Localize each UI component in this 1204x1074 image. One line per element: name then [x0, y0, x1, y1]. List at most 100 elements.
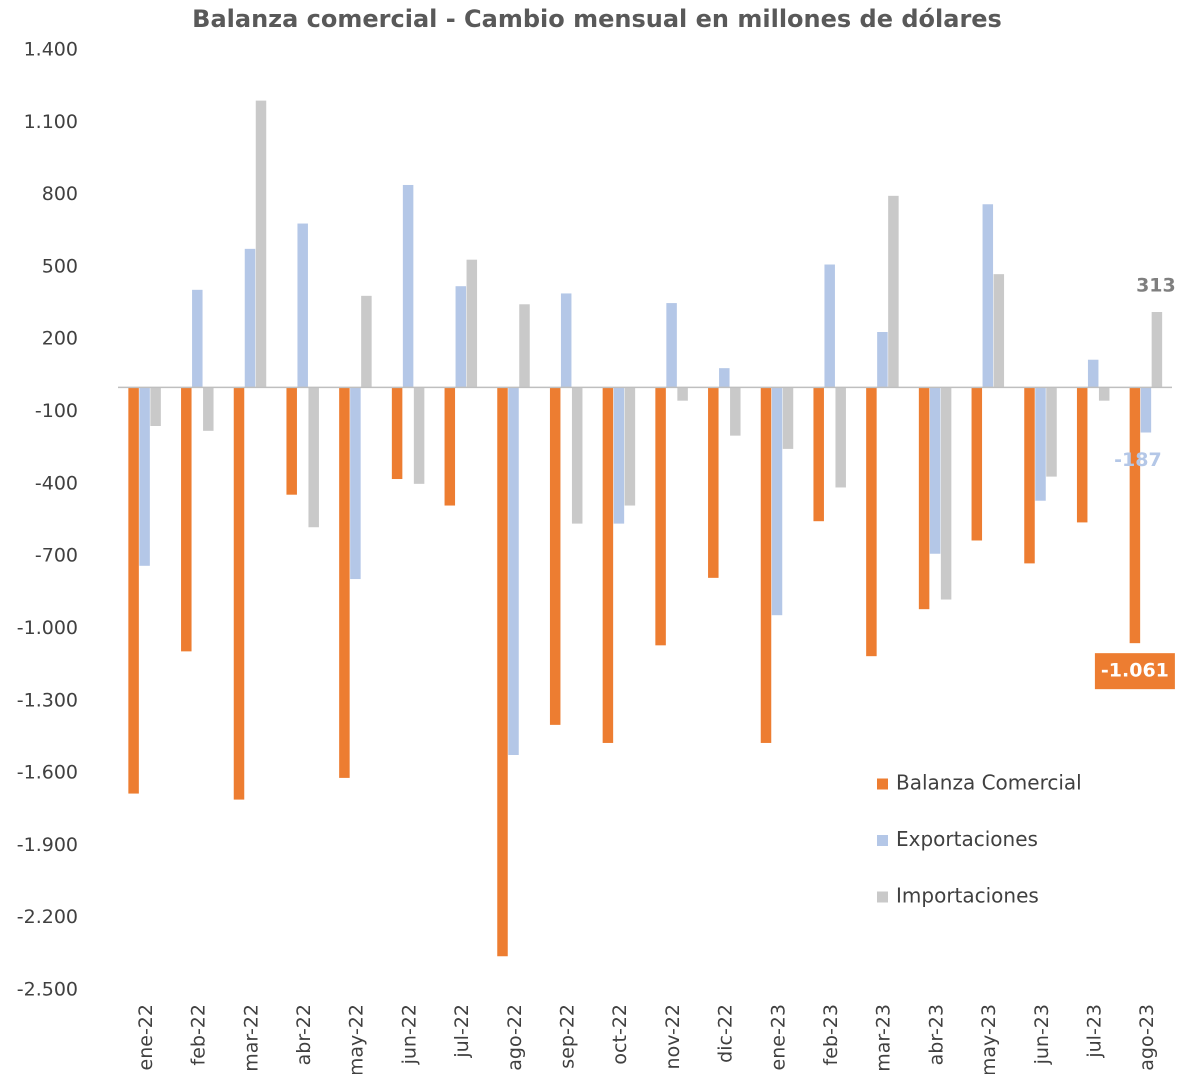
- legend-label: Importaciones: [896, 884, 1039, 908]
- legend-swatch: [877, 835, 888, 846]
- y-tick-label: 500: [42, 255, 78, 277]
- y-tick-label: -1.300: [17, 689, 78, 711]
- x-tick-label: jun-22: [398, 1004, 420, 1065]
- y-tick-label: -2.500: [17, 979, 78, 1001]
- bar: [730, 387, 741, 436]
- bar: [497, 387, 508, 957]
- x-tick-label: sep-22: [556, 1004, 578, 1069]
- data-label: 313: [1136, 274, 1176, 296]
- bar: [613, 387, 625, 524]
- legend-swatch: [877, 891, 888, 903]
- x-tick-label: ene-23: [767, 1004, 789, 1070]
- y-tick-label: -1.900: [17, 834, 78, 856]
- bar: [466, 259, 478, 388]
- data-label: -187: [1114, 449, 1162, 471]
- bar: [677, 387, 688, 401]
- x-tick-label: jul-23: [1083, 1004, 1105, 1059]
- y-tick-label: 800: [42, 183, 78, 205]
- bar: [1024, 387, 1035, 564]
- bar: [139, 387, 150, 566]
- bar: [824, 264, 835, 388]
- y-tick-label: -2.200: [17, 906, 78, 928]
- bar: [297, 223, 308, 388]
- data-label-box: [1094, 653, 1175, 690]
- bar: [888, 195, 899, 388]
- bar: [1129, 387, 1141, 644]
- bar: [361, 295, 372, 388]
- y-tick-label: 1.400: [24, 39, 78, 61]
- legend-label: Balanza Comercial: [896, 771, 1082, 795]
- bar: [971, 387, 983, 541]
- bar: [982, 204, 994, 388]
- x-tick-label: feb-23: [820, 1004, 842, 1065]
- bar: [444, 387, 456, 506]
- bar: [719, 368, 730, 388]
- bar: [1140, 387, 1152, 433]
- y-tick-label: -400: [35, 472, 78, 494]
- bar: [308, 387, 319, 528]
- bar: [192, 289, 203, 388]
- x-tick-label: may-23: [978, 1004, 1000, 1074]
- bar: [1098, 387, 1110, 401]
- bar: [255, 100, 267, 388]
- y-tick-label: -1.600: [17, 762, 78, 784]
- bar: [203, 387, 214, 431]
- chart-title: Balanza comercial - Cambio mensual en mi…: [192, 5, 1002, 33]
- x-tick-label: abr-22: [293, 1004, 315, 1065]
- bar: [1151, 311, 1163, 388]
- x-tick-label: mar-23: [873, 1004, 895, 1072]
- bar: [339, 387, 350, 778]
- bar: [708, 387, 719, 578]
- bar: [877, 332, 888, 388]
- legend-label: Exportaciones: [896, 827, 1038, 851]
- y-tick-label: -100: [35, 400, 78, 422]
- y-tick-label: -700: [35, 545, 78, 567]
- bar: [835, 387, 846, 488]
- bar: [128, 387, 139, 794]
- bar: [560, 293, 572, 388]
- bar: [602, 387, 614, 743]
- bar: [350, 387, 361, 580]
- x-tick-label: ene-22: [135, 1004, 157, 1070]
- x-tick-label: ago-23: [1136, 1004, 1158, 1071]
- bar: [413, 387, 425, 484]
- bar: [1046, 387, 1057, 477]
- bar: [1076, 387, 1088, 523]
- x-tick-label: oct-22: [609, 1004, 631, 1065]
- x-tick-label: nov-22: [662, 1004, 684, 1069]
- bar: [233, 387, 245, 800]
- x-tick-label: jul-22: [451, 1004, 473, 1059]
- bar: [571, 387, 583, 524]
- bar: [813, 387, 824, 522]
- bar: [1035, 387, 1046, 501]
- bar: [771, 387, 783, 616]
- x-tick-label: may-22: [346, 1004, 368, 1074]
- bar: [918, 387, 930, 610]
- bar: [286, 387, 297, 495]
- y-tick-label: 200: [42, 328, 78, 350]
- y-tick-label: -1.000: [17, 617, 78, 639]
- bar: [181, 387, 192, 652]
- bar: [940, 387, 952, 600]
- bar: [391, 387, 403, 480]
- x-tick-label: jun-23: [1031, 1004, 1053, 1065]
- x-tick-label: feb-22: [188, 1004, 210, 1065]
- bar: [549, 387, 561, 725]
- data-label: -1.061: [1101, 660, 1169, 682]
- bar: [150, 387, 161, 426]
- bar: [993, 274, 1005, 388]
- x-tick-label: mar-22: [240, 1004, 262, 1072]
- bar: [760, 387, 772, 743]
- bar: [455, 286, 467, 388]
- legend-swatch: [877, 778, 888, 790]
- x-tick-label: dic-22: [715, 1004, 737, 1063]
- bar: [519, 304, 530, 388]
- bar: [782, 387, 794, 449]
- x-tick-label: ago-22: [504, 1004, 526, 1071]
- bar: [402, 184, 414, 388]
- x-tick-label: abr-23: [925, 1004, 947, 1065]
- bar: [244, 248, 256, 388]
- bar: [655, 387, 666, 646]
- y-tick-label: 1.100: [24, 111, 78, 133]
